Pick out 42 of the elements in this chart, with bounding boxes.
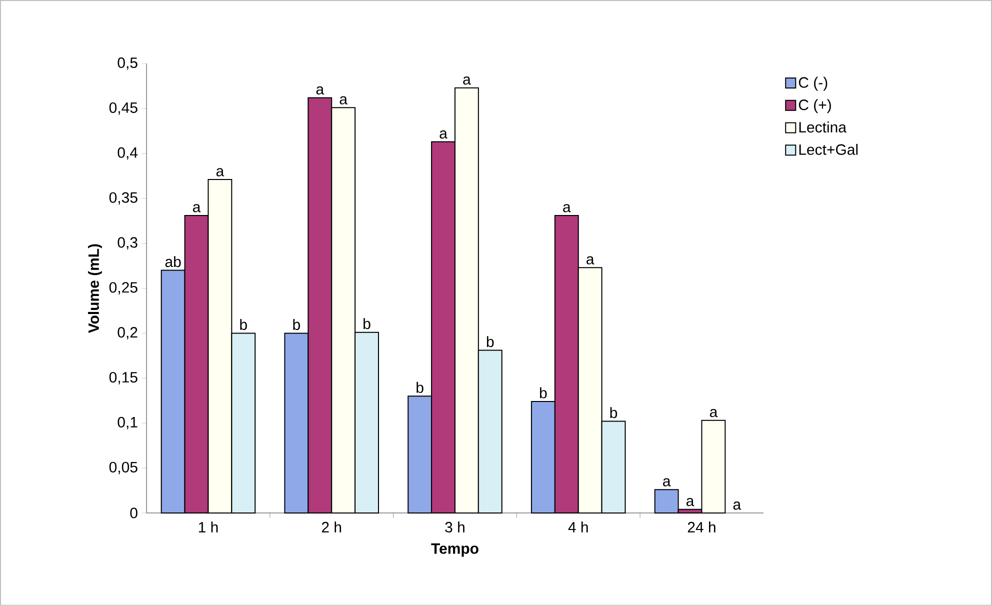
annotation: b xyxy=(293,319,300,330)
annotation: b xyxy=(240,319,247,330)
legend-label: C (-) xyxy=(798,76,828,91)
annotation: a xyxy=(463,76,471,85)
y-tick-label: 0,05 xyxy=(109,462,138,474)
annotation: a xyxy=(733,502,742,510)
y-tick-label: 0,45 xyxy=(109,102,138,115)
x-tick-label: 1 h xyxy=(198,522,218,532)
y-tick-label: 0,15 xyxy=(109,372,138,384)
annotation: a xyxy=(440,130,448,139)
annotation: ab xyxy=(165,256,181,268)
y-tick-label: 0 xyxy=(130,508,138,518)
annotation: a xyxy=(340,96,348,105)
annotation: a xyxy=(710,409,718,418)
x-axis-title: Tempo xyxy=(431,543,478,557)
annotation: b xyxy=(540,387,547,398)
annotation: b xyxy=(486,336,494,348)
legend-label: Lect+Gal xyxy=(799,144,858,155)
x-tick-label: 3 h xyxy=(445,522,464,533)
annotation: a xyxy=(192,204,201,212)
y-tick-label: 0,4 xyxy=(118,147,138,160)
y-tick-label: 0,3 xyxy=(118,237,138,250)
x-tick-label: 2 h xyxy=(322,522,342,532)
y-tick-label: 0,35 xyxy=(109,192,138,205)
y-tick-label: 0,25 xyxy=(109,282,138,295)
annotation: b xyxy=(364,318,370,330)
annotation: a xyxy=(586,256,594,264)
y-axis-title: Volume (mL) xyxy=(88,244,102,334)
annotation: a xyxy=(216,168,224,176)
legend-label: Lectina xyxy=(799,122,846,133)
annotation: b xyxy=(610,407,618,418)
annotation: a xyxy=(316,86,324,95)
annotation: a xyxy=(686,498,694,506)
y-tick-label: 0,2 xyxy=(118,327,138,340)
y-tick-label: 0,5 xyxy=(118,57,138,70)
x-tick-label: 4 h xyxy=(568,522,588,532)
annotation: a xyxy=(563,204,571,212)
legend-label: C (+) xyxy=(798,99,831,114)
x-tick-label: 24 h xyxy=(688,522,716,532)
annotation: b xyxy=(416,382,424,393)
annotation: a xyxy=(663,478,671,486)
y-tick-label: 0,1 xyxy=(118,416,138,430)
